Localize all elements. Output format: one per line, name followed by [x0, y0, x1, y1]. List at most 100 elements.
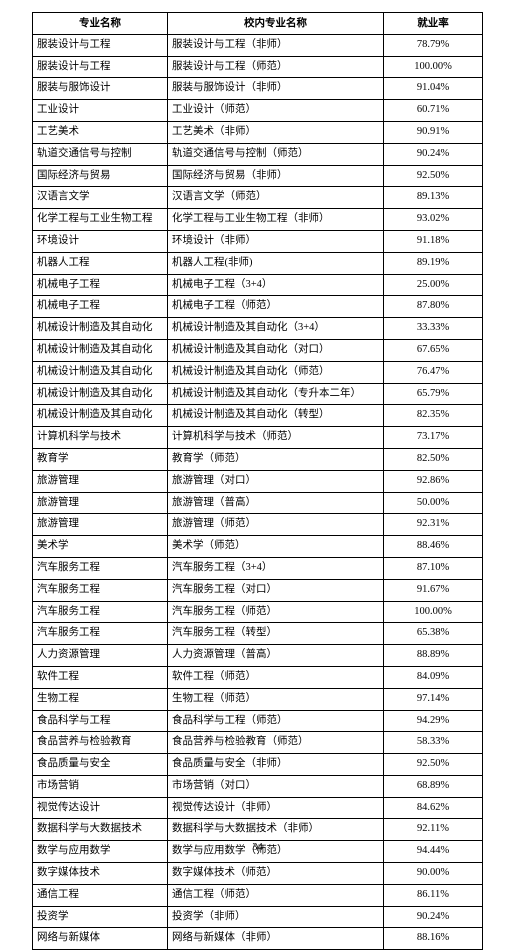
cell-employment-rate: 88.89% [384, 645, 483, 667]
table-row: 机械设计制造及其自动化机械设计制造及其自动化（3+4）33.33% [33, 318, 483, 340]
cell-major: 工业设计 [33, 100, 168, 122]
cell-employment-rate: 91.67% [384, 579, 483, 601]
cell-internal-major: 数字媒体技术（师范） [168, 863, 384, 885]
cell-employment-rate: 50.00% [384, 492, 483, 514]
cell-major: 生物工程 [33, 688, 168, 710]
cell-major: 投资学 [33, 906, 168, 928]
cell-internal-major: 教育学（师范） [168, 448, 384, 470]
table-row: 服装与服饰设计服装与服饰设计（非师）91.04% [33, 78, 483, 100]
col-header-internal-major: 校内专业名称 [168, 13, 384, 35]
cell-internal-major: 汽车服务工程（3+4） [168, 557, 384, 579]
cell-employment-rate: 86.11% [384, 884, 483, 906]
cell-internal-major: 国际经济与贸易（非师） [168, 165, 384, 187]
cell-employment-rate: 92.50% [384, 754, 483, 776]
table-row: 机械设计制造及其自动化机械设计制造及其自动化（专升本二年）65.79% [33, 383, 483, 405]
cell-major: 汉语言文学 [33, 187, 168, 209]
table-row: 汽车服务工程汽车服务工程（对口）91.67% [33, 579, 483, 601]
cell-major: 环境设计 [33, 230, 168, 252]
table-row: 计算机科学与技术计算机科学与技术（师范）73.17% [33, 427, 483, 449]
cell-major: 机械设计制造及其自动化 [33, 318, 168, 340]
table-row: 旅游管理旅游管理（师范）92.31% [33, 514, 483, 536]
cell-employment-rate: 100.00% [384, 56, 483, 78]
col-header-major: 专业名称 [33, 13, 168, 35]
cell-major: 汽车服务工程 [33, 557, 168, 579]
cell-employment-rate: 65.38% [384, 623, 483, 645]
cell-internal-major: 食品科学与工程（师范） [168, 710, 384, 732]
table-row: 机械设计制造及其自动化机械设计制造及其自动化（对口）67.65% [33, 339, 483, 361]
table-row: 旅游管理旅游管理（对口）92.86% [33, 470, 483, 492]
cell-employment-rate: 58.33% [384, 732, 483, 754]
cell-internal-major: 汽车服务工程（对口） [168, 579, 384, 601]
cell-major: 市场营销 [33, 775, 168, 797]
cell-employment-rate: 87.10% [384, 557, 483, 579]
cell-major: 美术学 [33, 536, 168, 558]
cell-major: 汽车服务工程 [33, 601, 168, 623]
cell-major: 国际经济与贸易 [33, 165, 168, 187]
table-row: 工艺美术工艺美术（非师）90.91% [33, 121, 483, 143]
table-row: 机械电子工程机械电子工程（师范）87.80% [33, 296, 483, 318]
cell-major: 工艺美术 [33, 121, 168, 143]
table-row: 化学工程与工业生物工程化学工程与工业生物工程（非师）93.02% [33, 209, 483, 231]
cell-employment-rate: 82.50% [384, 448, 483, 470]
cell-major: 轨道交通信号与控制 [33, 143, 168, 165]
cell-major: 旅游管理 [33, 514, 168, 536]
table-row: 食品营养与检验教育食品营养与检验教育（师范）58.33% [33, 732, 483, 754]
cell-employment-rate: 92.11% [384, 819, 483, 841]
cell-employment-rate: 87.80% [384, 296, 483, 318]
cell-internal-major: 轨道交通信号与控制（师范） [168, 143, 384, 165]
table-row: 国际经济与贸易国际经济与贸易（非师）92.50% [33, 165, 483, 187]
cell-internal-major: 机器人工程(非师) [168, 252, 384, 274]
cell-internal-major: 市场营销（对口） [168, 775, 384, 797]
cell-employment-rate: 91.04% [384, 78, 483, 100]
cell-employment-rate: 88.16% [384, 928, 483, 950]
cell-employment-rate: 90.00% [384, 863, 483, 885]
cell-internal-major: 化学工程与工业生物工程（非师） [168, 209, 384, 231]
table-row: 软件工程软件工程（师范）84.09% [33, 666, 483, 688]
cell-internal-major: 机械设计制造及其自动化（3+4） [168, 318, 384, 340]
cell-internal-major: 汽车服务工程（转型） [168, 623, 384, 645]
table-row: 汽车服务工程汽车服务工程（师范）100.00% [33, 601, 483, 623]
cell-internal-major: 投资学（非师） [168, 906, 384, 928]
cell-major: 服装与服饰设计 [33, 78, 168, 100]
cell-internal-major: 机械电子工程（师范） [168, 296, 384, 318]
cell-major: 化学工程与工业生物工程 [33, 209, 168, 231]
page-number: 34 [0, 842, 515, 853]
cell-major: 旅游管理 [33, 470, 168, 492]
table-row: 食品科学与工程食品科学与工程（师范）94.29% [33, 710, 483, 732]
cell-internal-major: 工艺美术（非师） [168, 121, 384, 143]
cell-internal-major: 服装与服饰设计（非师） [168, 78, 384, 100]
cell-internal-major: 服装设计与工程（师范） [168, 56, 384, 78]
cell-internal-major: 工业设计（师范） [168, 100, 384, 122]
cell-employment-rate: 78.79% [384, 34, 483, 56]
table-row: 投资学投资学（非师）90.24% [33, 906, 483, 928]
cell-major: 计算机科学与技术 [33, 427, 168, 449]
cell-internal-major: 生物工程（师范） [168, 688, 384, 710]
table-row: 通信工程通信工程（师范）86.11% [33, 884, 483, 906]
cell-internal-major: 环境设计（非师） [168, 230, 384, 252]
table-row: 旅游管理旅游管理（普高）50.00% [33, 492, 483, 514]
cell-major: 机械设计制造及其自动化 [33, 405, 168, 427]
cell-employment-rate: 82.35% [384, 405, 483, 427]
col-header-employment-rate: 就业率 [384, 13, 483, 35]
table-row: 轨道交通信号与控制轨道交通信号与控制（师范）90.24% [33, 143, 483, 165]
cell-internal-major: 旅游管理（师范） [168, 514, 384, 536]
table-row: 数字媒体技术数字媒体技术（师范）90.00% [33, 863, 483, 885]
cell-internal-major: 汉语言文学（师范） [168, 187, 384, 209]
cell-internal-major: 机械设计制造及其自动化（对口） [168, 339, 384, 361]
table-row: 机械设计制造及其自动化机械设计制造及其自动化（师范）76.47% [33, 361, 483, 383]
cell-employment-rate: 90.24% [384, 143, 483, 165]
cell-employment-rate: 92.86% [384, 470, 483, 492]
cell-employment-rate: 60.71% [384, 100, 483, 122]
table-row: 教育学教育学（师范）82.50% [33, 448, 483, 470]
cell-internal-major: 数据科学与大数据技术（非师） [168, 819, 384, 841]
cell-employment-rate: 89.13% [384, 187, 483, 209]
cell-major: 机器人工程 [33, 252, 168, 274]
cell-major: 食品营养与检验教育 [33, 732, 168, 754]
cell-internal-major: 通信工程（师范） [168, 884, 384, 906]
cell-employment-rate: 92.31% [384, 514, 483, 536]
cell-internal-major: 服装设计与工程（非师） [168, 34, 384, 56]
cell-internal-major: 食品营养与检验教育（师范） [168, 732, 384, 754]
cell-internal-major: 机械设计制造及其自动化（转型） [168, 405, 384, 427]
cell-employment-rate: 84.62% [384, 797, 483, 819]
cell-internal-major: 机械电子工程（3+4） [168, 274, 384, 296]
